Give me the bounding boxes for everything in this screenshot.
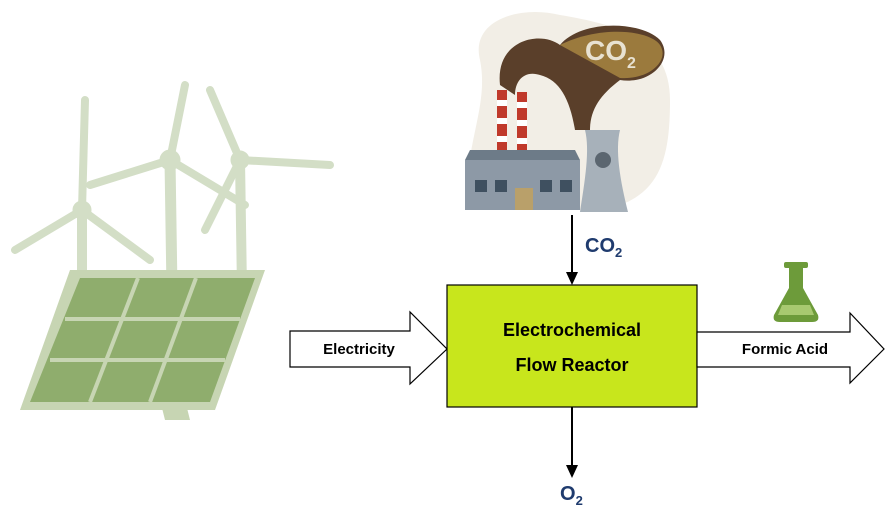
arrow-right-output (696, 311, 885, 385)
reactor-line: Electrochemical (503, 320, 641, 340)
wind-turbines (11, 81, 334, 335)
reactor-box (446, 284, 698, 408)
output-right-label: Formic Acid (742, 341, 828, 358)
reactor-line: Flow Reactor (515, 355, 628, 375)
input-top-label: CO2 (585, 235, 622, 260)
factory (465, 12, 670, 212)
arrow-down-top (566, 215, 578, 285)
flask-icon (773, 262, 819, 322)
cloud-label: CO2 (585, 35, 636, 72)
input-left-label: Electricity (323, 341, 395, 358)
solar-panel (20, 270, 265, 420)
arrow-down-bottom (566, 407, 578, 478)
output-bottom-label: O2 (560, 483, 583, 508)
arrow-left-input (289, 310, 448, 386)
